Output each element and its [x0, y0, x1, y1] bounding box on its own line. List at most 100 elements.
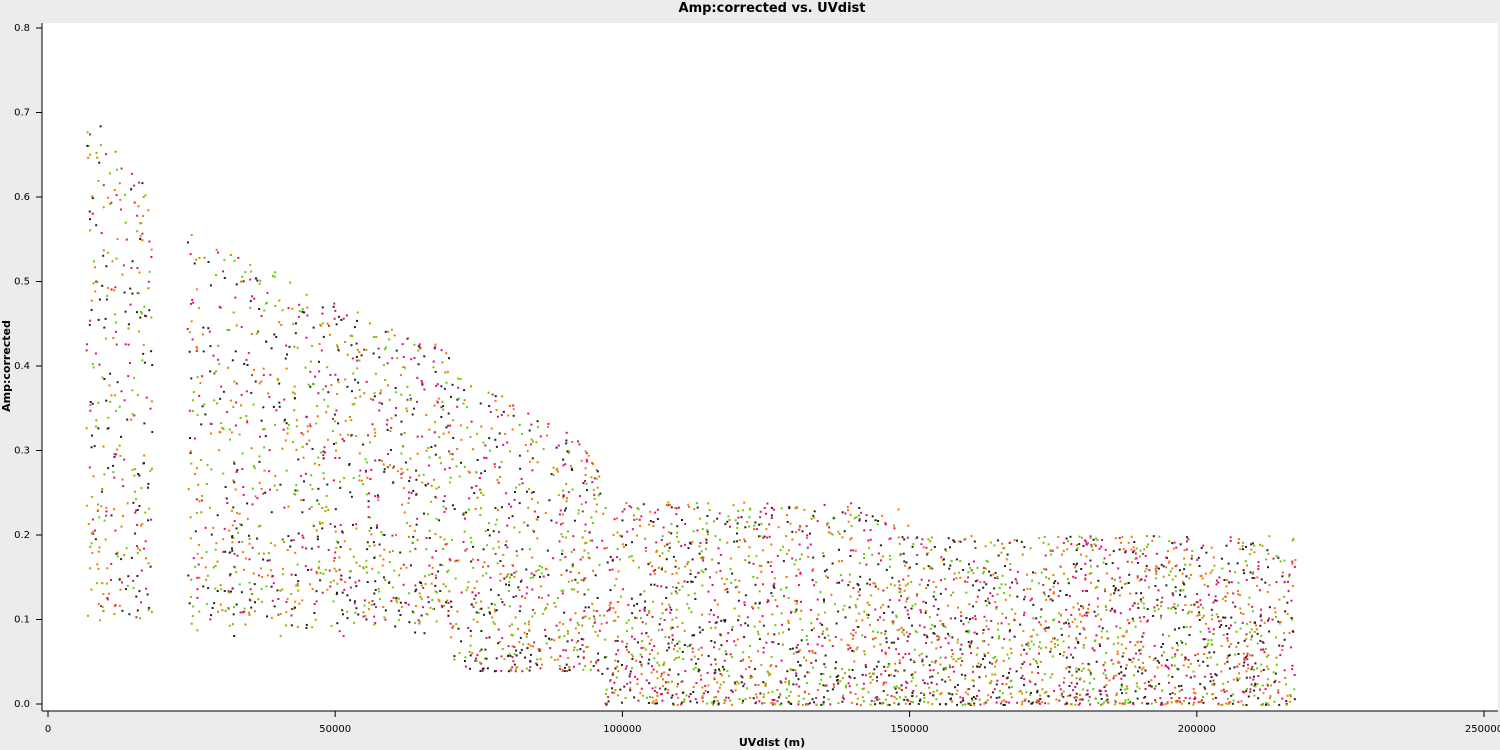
data-point [233, 520, 236, 523]
data-point [367, 505, 370, 508]
data-point [446, 599, 449, 602]
data-point [711, 558, 714, 561]
data-point [706, 515, 709, 517]
data-point [824, 611, 827, 614]
data-point [810, 629, 813, 632]
data-point [585, 541, 588, 544]
data-point [866, 613, 868, 616]
data-point [480, 600, 483, 603]
data-point [304, 565, 307, 568]
data-point [749, 644, 752, 647]
data-point [863, 529, 866, 532]
data-point [1115, 674, 1118, 677]
data-point [512, 408, 515, 411]
data-point [1077, 642, 1080, 645]
data-point [412, 535, 415, 538]
data-point [933, 625, 936, 628]
data-point [386, 419, 389, 422]
data-point [1220, 619, 1223, 622]
data-point [976, 695, 979, 697]
data-point [687, 561, 690, 563]
data-point [1284, 677, 1287, 679]
data-point [1196, 593, 1198, 595]
data-point [293, 345, 296, 348]
data-point [1273, 607, 1276, 610]
data-point [1243, 661, 1246, 664]
data-point [98, 546, 101, 549]
data-point [678, 647, 681, 650]
data-point [116, 381, 119, 384]
data-point [508, 605, 511, 608]
data-point [858, 594, 861, 597]
data-point [1220, 670, 1223, 673]
data-point [1126, 687, 1129, 690]
data-point [135, 595, 138, 598]
data-point [1224, 616, 1227, 619]
data-point [307, 569, 310, 571]
data-point [1212, 679, 1215, 682]
data-point [785, 535, 788, 538]
data-point [1040, 608, 1043, 611]
data-point [693, 634, 696, 637]
data-point [920, 692, 923, 694]
data-point [510, 573, 513, 576]
data-point [417, 345, 420, 348]
data-point [1013, 539, 1016, 542]
data-point [95, 582, 98, 585]
data-point [470, 385, 472, 388]
data-point [1180, 688, 1183, 691]
data-point [286, 598, 289, 601]
data-point [537, 569, 540, 571]
data-point [373, 428, 376, 431]
data-point [637, 508, 640, 511]
data-point [767, 671, 770, 674]
data-point [112, 337, 115, 340]
data-point [95, 224, 98, 227]
data-point [1128, 622, 1131, 625]
data-point [789, 701, 792, 704]
data-point [409, 394, 412, 397]
data-point [1142, 602, 1145, 605]
data-point [972, 665, 975, 668]
data-point [1150, 685, 1153, 688]
data-point [627, 619, 630, 622]
data-point [1174, 686, 1177, 689]
data-point [1228, 570, 1231, 573]
data-point [422, 586, 425, 589]
data-point [650, 583, 652, 586]
data-point [1094, 544, 1097, 547]
data-point [822, 684, 825, 687]
data-point [976, 665, 978, 668]
data-point [132, 501, 135, 504]
data-point [1135, 547, 1138, 550]
data-point [123, 554, 126, 557]
data-point [1215, 674, 1218, 677]
data-point [853, 677, 856, 680]
data-point [343, 477, 346, 480]
data-point [415, 478, 418, 481]
data-point [1259, 543, 1261, 546]
data-point [998, 587, 1001, 590]
data-point [330, 624, 333, 627]
data-point [352, 477, 355, 480]
data-point [1288, 575, 1291, 578]
data-point [1208, 630, 1211, 633]
data-point [295, 484, 298, 487]
data-point [719, 633, 722, 636]
data-point [736, 540, 739, 543]
data-point [960, 673, 963, 676]
data-point [1085, 543, 1088, 546]
data-point [1111, 577, 1114, 580]
data-point [1038, 537, 1041, 540]
data-point [998, 635, 1000, 638]
data-point [408, 592, 411, 595]
data-point [848, 581, 851, 584]
data-point [737, 546, 740, 549]
data-point [513, 663, 516, 666]
data-point [531, 498, 533, 501]
data-point [916, 553, 919, 556]
data-point [1038, 700, 1041, 703]
data-point [597, 494, 600, 497]
data-point [411, 610, 414, 613]
data-point [197, 543, 200, 546]
